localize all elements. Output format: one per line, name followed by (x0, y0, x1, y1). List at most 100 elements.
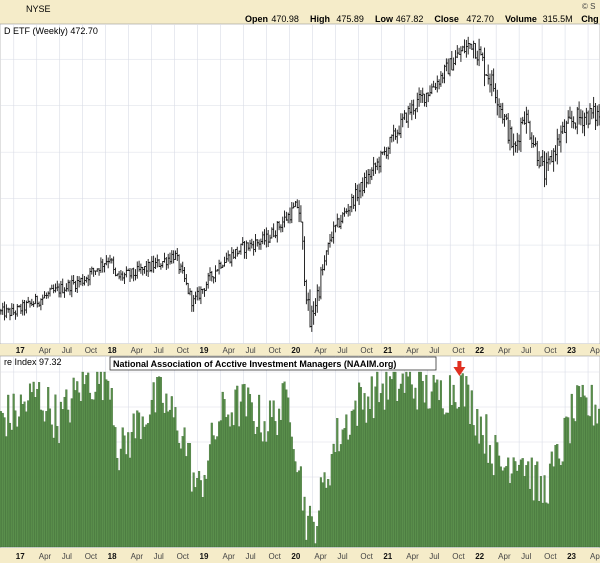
indicator-bar-82 (148, 414, 152, 548)
indicator-bar-227 (412, 398, 415, 548)
indicator-bar-83 (150, 399, 153, 548)
indicator-bar-207 (376, 371, 379, 548)
indicator-bar-186 (338, 451, 341, 548)
price-x-tick-16: 21 (383, 346, 392, 355)
indicator-x-tick-14: Jul (337, 552, 347, 561)
indicator-bar-322 (585, 397, 588, 548)
indicator-bar-34 (61, 409, 64, 548)
indicator-x-tick-25: Ap (590, 552, 600, 561)
indicator-bar-214 (388, 376, 392, 548)
indicator-bar-76 (138, 412, 141, 548)
indicator-bar-64 (116, 457, 119, 548)
indicator-bar-326 (592, 425, 595, 548)
indicator-bar-11 (19, 394, 22, 548)
indicator-bar-110 (199, 480, 202, 548)
indicator-bar-80 (145, 424, 148, 548)
indicator-bar-270 (490, 463, 493, 548)
indicator-bar-23 (41, 410, 44, 548)
indicator-bar-105 (190, 491, 193, 548)
indicator-bar-175 (318, 510, 321, 548)
indicator-x-tick-22: Jul (521, 552, 531, 561)
indicator-bar-260 (472, 425, 475, 548)
indicator-bar-104 (188, 443, 192, 548)
indicator-legend: re Index 97.32 (4, 357, 62, 367)
indicator-bar-48 (87, 372, 90, 548)
indicator-bar-148 (268, 400, 272, 548)
indicator-bar-258 (468, 424, 472, 548)
indicator-bar-251 (456, 408, 459, 548)
indicator-x-axis (0, 548, 600, 563)
indicator-bar-259 (470, 390, 473, 548)
indicator-x-tick-24: 23 (567, 552, 576, 561)
indicator-bar-131 (238, 426, 241, 548)
indicator-x-tick-9: Apr (223, 552, 236, 561)
indicator-bar-206 (374, 386, 377, 548)
indicator-bar-180 (327, 479, 330, 548)
price-x-tick-9: Apr (223, 346, 236, 355)
red-arrow-head (453, 367, 466, 376)
price-x-tick-8: 19 (200, 346, 209, 355)
indicator-bar-101 (183, 427, 186, 548)
indicator-bar-1 (1, 412, 4, 548)
indicator-bar-256 (465, 376, 468, 548)
indicator-bar-170 (308, 505, 312, 548)
price-x-tick-1: Apr (39, 346, 52, 355)
indicator-bar-286 (519, 459, 522, 548)
indicator-bar-84 (152, 382, 155, 548)
price-panel: D ETF (Weekly) 472.70 (0, 23, 600, 345)
indicator-bar-63 (114, 427, 117, 548)
indicator-bar-188 (341, 429, 344, 548)
indicator-bar-153 (278, 408, 281, 548)
indicator-bar-55 (99, 371, 102, 548)
indicator-bar-6 (10, 429, 13, 548)
indicator-bar-279 (507, 457, 510, 548)
indicator-x-tick-6: Jul (154, 552, 164, 561)
indicator-bar-5 (8, 422, 12, 548)
price-x-tick-14: Jul (337, 346, 347, 355)
indicator-bar-2 (3, 417, 6, 548)
indicator-bar-290 (527, 461, 530, 548)
indicator-bar-312 (567, 417, 570, 548)
indicator-bar-74 (134, 438, 137, 548)
indicator-bar-162 (294, 461, 297, 548)
indicator-bar-325 (590, 384, 593, 548)
indicator-bar-103 (187, 442, 190, 548)
indicator-bar-130 (236, 385, 239, 548)
indicator-x-tick-19: Oct (452, 552, 465, 561)
indicator-bar-320 (581, 384, 584, 548)
indicator-bar-138 (250, 402, 253, 548)
indicator-bar-166 (301, 510, 304, 548)
indicator-bar-216 (392, 371, 395, 548)
indicator-bar-140 (254, 434, 257, 548)
indicator-bar-19 (34, 397, 37, 548)
price-x-tick-3: Oct (85, 346, 98, 355)
indicator-bar-17 (30, 392, 33, 548)
indicator-bar-311 (565, 416, 568, 548)
indicator-bar-292 (530, 457, 533, 548)
indicator-bar-249 (452, 384, 455, 548)
indicator-bar-146 (265, 441, 268, 548)
indicator-bar-217 (394, 371, 397, 548)
indicator-bar-13 (23, 401, 26, 548)
indicator-x-tick-2: Jul (62, 552, 72, 561)
indicator-bar-261 (474, 435, 477, 548)
indicator-title: National Association of Acctive Investme… (113, 359, 396, 369)
indicator-x-tick-5: Apr (131, 552, 144, 561)
indicator-bar-274 (498, 455, 501, 548)
indicator-bar-169 (307, 515, 310, 548)
indicator-x-tick-20: 22 (475, 552, 484, 561)
indicator-bar-230 (418, 371, 421, 548)
indicator-bar-240 (436, 379, 439, 548)
indicator-x-tick-23: Oct (544, 552, 557, 561)
indicator-bar-73 (132, 413, 135, 548)
indicator-bar-0 (0, 411, 2, 548)
indicator-bar-317 (576, 385, 579, 548)
indicator-bar-8 (14, 410, 17, 548)
indicator-bar-120 (218, 421, 221, 548)
indicator-bar-224 (407, 376, 410, 548)
indicator-bar-197 (358, 382, 361, 548)
red-arrow-icon (453, 361, 466, 376)
indicator-bar-252 (458, 407, 461, 548)
indicator-bar-271 (492, 475, 495, 548)
